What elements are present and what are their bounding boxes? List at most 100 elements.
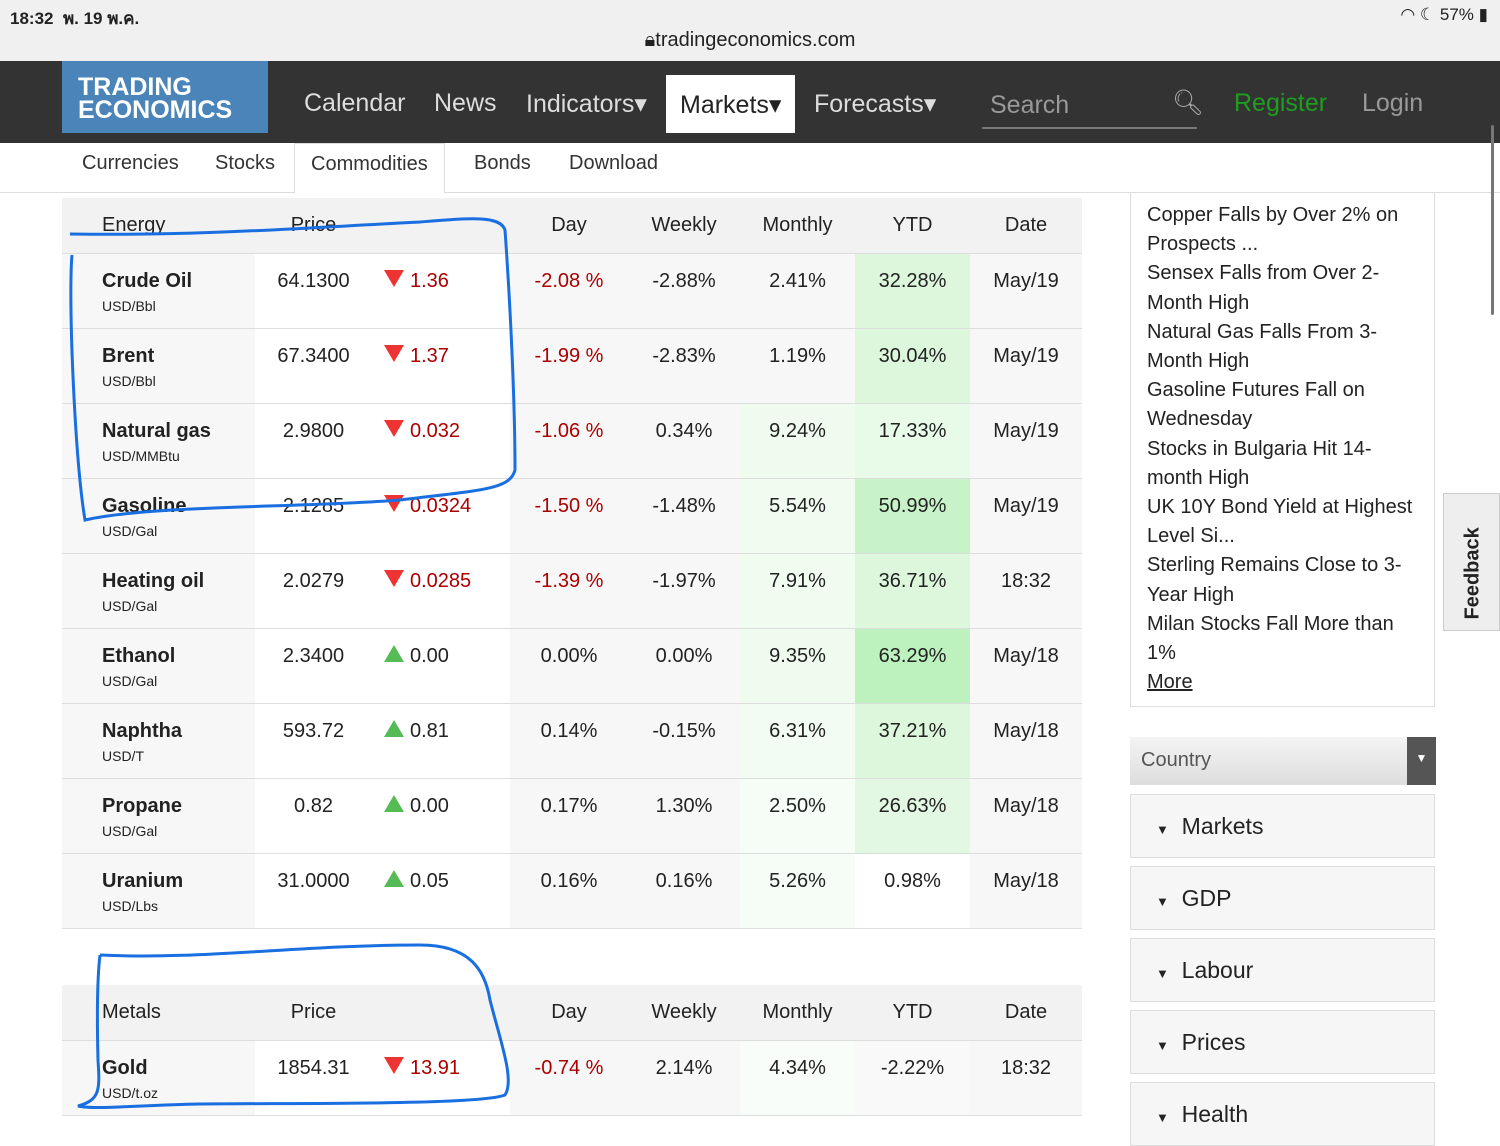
accordion-gdp[interactable]: ▼ GDP <box>1130 866 1435 930</box>
column-header[interactable]: Day <box>510 985 628 1041</box>
column-header[interactable]: Price <box>255 985 372 1041</box>
change: 0.0324 <box>410 494 472 517</box>
news-link[interactable]: UK 10Y Bond Yield at Highest Level Si... <box>1147 496 1413 548</box>
more-news-link[interactable]: More <box>1147 671 1193 694</box>
nav-calendar[interactable]: Calendar <box>304 89 406 117</box>
news-link[interactable]: Sensex Falls from Over 2-Month High <box>1147 262 1380 314</box>
search-input[interactable]: Search <box>982 85 1197 129</box>
date: May/18 <box>970 703 1082 779</box>
commodity-name[interactable]: Heating oil <box>102 569 205 592</box>
day-change: -0.74 % <box>510 1040 628 1116</box>
date: May/19 <box>970 478 1082 554</box>
column-header[interactable]: Energy <box>62 198 255 254</box>
address-bar[interactable]: 🔒︎tradingeconomics.com <box>644 29 856 51</box>
clock: 18:32 <box>10 9 54 28</box>
column-header[interactable]: Monthly <box>740 985 855 1041</box>
scrollbar[interactable] <box>1491 125 1494 315</box>
commodity-name[interactable]: Gasoline <box>102 494 187 517</box>
column-header[interactable]: Weekly <box>628 198 740 254</box>
tab-download[interactable]: Download <box>569 152 658 174</box>
commodity-name[interactable]: Brent <box>102 344 155 367</box>
accordion-prices[interactable]: ▼ Prices <box>1130 1010 1435 1074</box>
change: 1.36 <box>410 269 449 292</box>
day-change: 0.16% <box>510 853 628 929</box>
battery-level: 57% <box>1439 5 1474 24</box>
date: May/18 <box>970 778 1082 854</box>
ytd-change: 36.71% <box>855 553 970 629</box>
change: 13.91 <box>410 1056 461 1079</box>
status-bar: 18:32 พ. 19 พ.ค. ◠ ☾ 57% ▮ 🔒︎tradingecon… <box>0 0 1500 61</box>
accordion-health[interactable]: ▼ Health <box>1130 1082 1435 1146</box>
table-row[interactable]: Heating oil USD/Gal 2.0279 0.0285 -1.39 %… <box>62 553 1082 629</box>
column-header[interactable]: Weekly <box>628 985 740 1041</box>
feedback-button[interactable]: Feedback <box>1443 493 1500 631</box>
table-row[interactable]: Uranium USD/Lbs 31.0000 0.05 0.16% 0.16% … <box>62 853 1082 929</box>
nav-news[interactable]: News <box>434 89 497 117</box>
price: 2.0279 <box>255 553 372 629</box>
column-header[interactable]: YTD <box>855 985 970 1041</box>
tab-stocks[interactable]: Stocks <box>215 152 276 174</box>
commodity-name[interactable]: Ethanol <box>102 644 176 667</box>
commodity-name[interactable]: Natural gas <box>102 419 211 442</box>
news-link[interactable]: Natural Gas Falls From 3-Month High <box>1147 320 1378 373</box>
ytd-change: 30.04% <box>855 328 970 404</box>
weekly-change: 2.14% <box>628 1040 740 1116</box>
column-header[interactable]: Metals <box>62 985 255 1041</box>
price: 0.82 <box>255 778 372 854</box>
news-link[interactable]: Milan Stocks Fall More than 1% <box>1147 612 1394 665</box>
table-row[interactable]: Naphtha USD/T 593.72 0.81 0.14% -0.15% 6.… <box>62 703 1082 779</box>
change: 0.00 <box>410 644 449 667</box>
login-link[interactable]: Login <box>1362 89 1424 117</box>
monthly-change: 9.35% <box>740 628 855 704</box>
caret-down-icon: ▼ <box>1156 894 1169 909</box>
price: 2.1285 <box>255 478 372 554</box>
unit: USD/Lbs <box>102 897 159 914</box>
energy-table: Energy Price Day Weekly Monthly YTD Date Crude… <box>62 198 1082 929</box>
tab-currencies[interactable]: Currencies <box>82 152 179 174</box>
weekly-change: -2.88% <box>628 253 740 329</box>
nav-markets[interactable]: Markets▾ <box>666 75 796 133</box>
table-row[interactable]: Brent USD/Bbl 67.3400 1.37 -1.99 % -2.83%… <box>62 328 1082 404</box>
date: May/19 <box>970 253 1082 329</box>
accordion-labour[interactable]: ▼ Labour <box>1130 938 1435 1002</box>
column-header[interactable]: Price <box>255 198 372 254</box>
column-header[interactable] <box>372 985 510 1041</box>
commodity-name[interactable]: Gold <box>102 1056 148 1079</box>
accordion-markets[interactable]: ▼ Markets <box>1130 794 1435 858</box>
logo[interactable]: TRADING ECONOMICS <box>62 61 268 133</box>
table-row[interactable]: Gasoline USD/Gal 2.1285 0.0324 -1.50 % -1… <box>62 478 1082 554</box>
nav-forecasts[interactable]: Forecasts▾ <box>814 90 937 118</box>
commodity-name[interactable]: Naphtha <box>102 719 182 742</box>
column-header[interactable]: Date <box>970 198 1082 254</box>
news-link[interactable]: Sterling Remains Close to 3-Year High <box>1147 554 1402 606</box>
country-select[interactable]: Country ▼ <box>1130 737 1436 785</box>
table-row[interactable]: Propane USD/Gal 0.82 0.00 0.17% 1.30% 2.5… <box>62 778 1082 854</box>
arrow-down-icon <box>384 344 404 362</box>
price: 64.1300 <box>255 253 372 329</box>
monthly-change: 7.91% <box>740 553 855 629</box>
column-header[interactable]: Date <box>970 985 1082 1041</box>
table-row[interactable]: Ethanol USD/Gal 2.3400 0.00 0.00% 0.00% 9… <box>62 628 1082 704</box>
nav-indicators[interactable]: Indicators▾ <box>526 90 647 118</box>
tab-commodities[interactable]: Commodities <box>294 143 445 193</box>
news-link[interactable]: Gasoline Futures Fall on Wednesday <box>1147 379 1365 431</box>
tab-bonds[interactable]: Bonds <box>474 152 531 174</box>
column-header[interactable]: YTD <box>855 198 970 254</box>
lock-icon: 🔒︎ <box>644 29 656 51</box>
commodity-name[interactable]: Crude Oil <box>102 269 193 292</box>
monthly-change: 5.26% <box>740 853 855 929</box>
commodity-name[interactable]: Propane <box>102 794 183 817</box>
column-header[interactable]: Monthly <box>740 198 855 254</box>
news-link[interactable]: Copper Falls by Over 2% on Prospects ... <box>1147 204 1399 256</box>
table-header: Energy Price Day Weekly Monthly YTD Date <box>62 198 1082 254</box>
table-row[interactable]: Gold USD/t.oz 1854.31 13.91 -0.74 % 2.14%… <box>62 1040 1082 1116</box>
commodity-name[interactable]: Uranium <box>102 869 184 892</box>
table-row[interactable]: Crude Oil USD/Bbl 64.1300 1.36 -2.08 % -2… <box>62 253 1082 329</box>
table-row[interactable]: Natural gas USD/MMBtu 2.9800 0.032 -1.06 … <box>62 403 1082 479</box>
weekly-change: 0.00% <box>628 628 740 704</box>
column-header[interactable]: Day <box>510 198 628 254</box>
search-icon[interactable]: 🔍︎ <box>1172 89 1204 117</box>
news-link[interactable]: Stocks in Bulgaria Hit 14-month High <box>1147 437 1372 489</box>
register-link[interactable]: Register <box>1234 89 1328 117</box>
column-header[interactable] <box>372 198 510 254</box>
